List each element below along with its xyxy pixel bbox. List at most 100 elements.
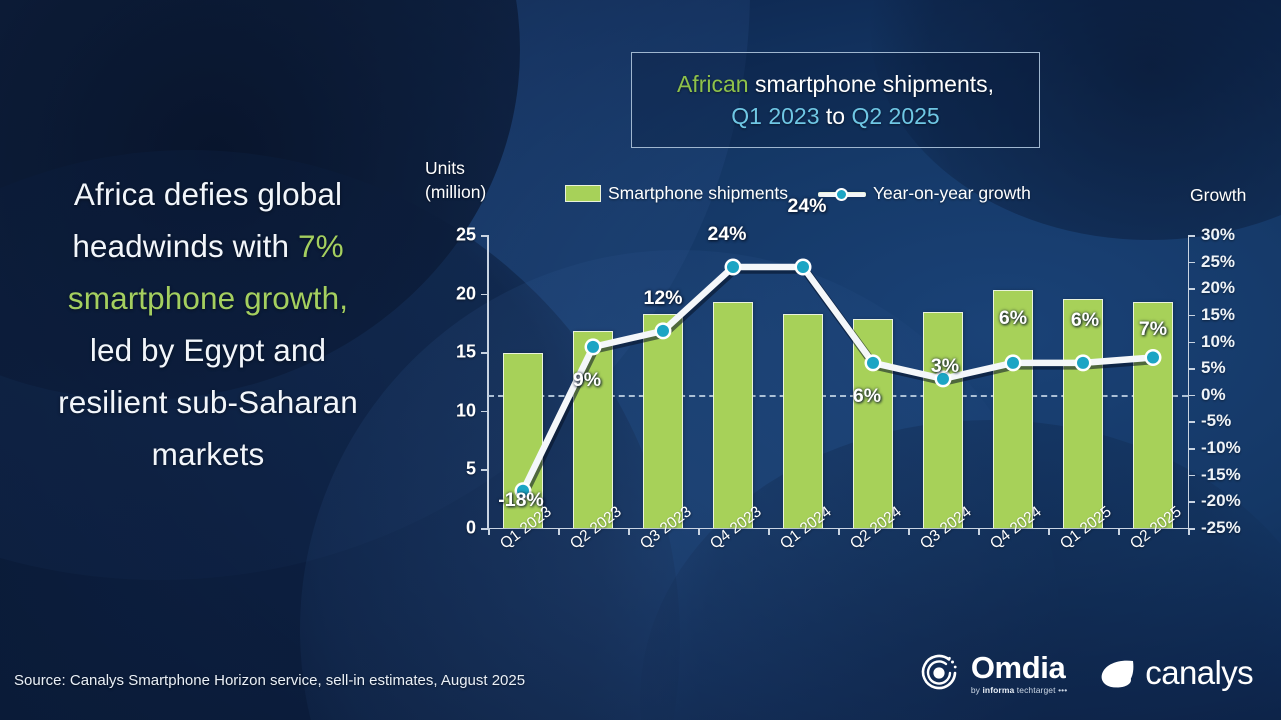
right-axis-tick-label: -5% [1201, 411, 1232, 431]
bar-swatch-icon [565, 185, 601, 202]
chart-title-region: African [676, 71, 749, 97]
line-marker-icon [817, 187, 866, 201]
growth-marker[interactable]: Q4 2023: 24% [727, 260, 739, 273]
right-axis-tick [1188, 448, 1195, 450]
growth-marker[interactable]: Q2 2024: 6% [867, 356, 879, 369]
logo-group: Omdia by informa techtarget ••• canalys [916, 650, 1254, 696]
bar[interactable] [643, 313, 683, 528]
growth-data-label: 9% [572, 368, 602, 391]
chart-title-period-start: Q1 2023 [731, 103, 820, 129]
headline-accent-phrase: smartphone growth, [67, 280, 349, 316]
omdia-tagline-brand: informa [982, 684, 1015, 695]
left-axis-tick-label: 25 [455, 224, 476, 245]
right-axis-line [1187, 235, 1189, 529]
growth-marker[interactable]: Q1 2025: 6% [1077, 356, 1089, 369]
bar[interactable] [853, 319, 893, 528]
omdia-swirl-icon [921, 654, 957, 690]
source-note: Source: Canalys Smartphone Horizon servi… [14, 672, 526, 689]
right-axis-title: Growth [1190, 185, 1247, 205]
bar[interactable] [1063, 299, 1103, 528]
growth-data-label: 7% [1138, 317, 1168, 340]
chart-title-line-1: African smartphone shipments, [677, 68, 994, 100]
canalys-name: canalys [1145, 654, 1253, 691]
right-axis-tick [1188, 314, 1195, 317]
headline-line-6-text: markets [151, 436, 265, 472]
growth-marker[interactable]: Q2 2023: 9% [587, 340, 599, 353]
plot-area: 0 5 10 15 20 25 -25% -20% -15% -10% -5% 0% 5% 10% 15%… [456, 195, 1241, 553]
legend-label-growth: Year-on-year growth [872, 183, 1031, 203]
headline-line-1: Africa defies global [8, 168, 408, 220]
headline-line-6: markets [8, 428, 408, 480]
x-axis-tick [698, 528, 700, 535]
growth-data-label: 6% [1070, 308, 1100, 331]
growth-data-label: 24% [787, 194, 827, 217]
right-axis-tick-label: -10% [1201, 438, 1241, 458]
right-axis-tick [1188, 421, 1195, 423]
right-axis-tick [1188, 288, 1195, 290]
zero-reference-line [488, 394, 1188, 397]
legend-label-shipments: Smartphone shipments [608, 183, 788, 203]
right-axis-tick [1188, 261, 1195, 264]
growth-marker[interactable]: Q3 2024: 3% [937, 372, 949, 385]
right-axis-tick-label: 5% [1201, 358, 1226, 378]
left-axis-title-line-2: (million) [425, 182, 487, 202]
chart-title-line-2: Q1 2023 to Q2 2025 [731, 100, 939, 132]
bar[interactable] [713, 301, 753, 528]
right-axis-tick [1188, 394, 1195, 397]
left-axis-tick [481, 410, 488, 413]
x-axis-tick [768, 528, 770, 535]
omdia-tagline-dots: ••• [1058, 684, 1068, 695]
growth-marker[interactable]: Q3 2023: 12% [657, 324, 669, 337]
headline-line-3: smartphone growth, [8, 272, 408, 324]
bar[interactable] [923, 312, 963, 528]
chart-title-box: African smartphone shipments, Q1 2023 to… [631, 52, 1040, 148]
left-axis-tick-label: 15 [455, 341, 476, 362]
left-axis-tick-label: 20 [455, 283, 476, 304]
bar[interactable] [1133, 301, 1173, 528]
headline-line-2-text: headwinds with [72, 228, 298, 264]
chart: Units (million) Growth Smartphone shipme… [415, 150, 1246, 610]
x-axis-tick [1188, 528, 1190, 535]
headline-line-5-text: resilient sub-Saharan [58, 384, 358, 420]
left-axis-tick-label: 10 [455, 400, 476, 421]
growth-marker[interactable]: Q1 2023: -18% [517, 484, 529, 497]
legend-item-shipments[interactable]: Smartphone shipments [565, 183, 788, 204]
growth-marker[interactable]: Q1 2024: 24% [797, 260, 809, 273]
right-axis-tick-label: 30% [1201, 225, 1236, 244]
left-axis-tick [481, 293, 488, 296]
right-axis-tick-label: 0% [1201, 384, 1226, 404]
right-axis-tick-label: -20% [1201, 491, 1241, 511]
right-axis-tick-label: -15% [1201, 464, 1241, 484]
canalys-crescent-icon [1101, 660, 1134, 688]
left-axis-tick-label: 5 [465, 458, 476, 479]
right-axis-tick-label: -25% [1201, 518, 1241, 537]
bar[interactable] [993, 290, 1033, 528]
left-axis-tick-label: 0 [465, 517, 476, 538]
x-axis-tick [1118, 528, 1120, 535]
legend-item-growth[interactable]: Year-on-year growth [817, 183, 1031, 204]
omdia-tagline: by informa techtarget ••• [970, 684, 1068, 695]
x-axis-tick [908, 528, 910, 535]
left-axis-tick [481, 469, 488, 471]
left-axis-tick [481, 528, 488, 530]
left-axis-line [487, 235, 489, 529]
x-axis-tick [838, 528, 840, 535]
x-axis-tick [1048, 528, 1050, 535]
growth-line-shadow [520, 265, 1155, 496]
bar[interactable] [783, 313, 823, 528]
right-axis-tick [1188, 501, 1195, 503]
headline-line-5: resilient sub-Saharan [8, 376, 408, 428]
x-axis-tick [978, 528, 980, 535]
growth-data-label: -18% [498, 488, 544, 511]
omdia-name: Omdia [970, 649, 1066, 685]
right-axis-tick [1188, 528, 1195, 530]
growth-line-path [519, 263, 1157, 494]
growth-marker[interactable]: Q4 2024: 6% [1007, 356, 1019, 369]
omdia-wordmark: Omdia by informa techtarget ••• [971, 652, 1067, 695]
growth-data-label: 24% [707, 222, 747, 245]
right-axis-tick-label: 15% [1201, 304, 1236, 324]
bar[interactable] [573, 331, 613, 528]
headline-line-4: led by Egypt and [8, 324, 408, 376]
right-axis-tick-label: 20% [1201, 278, 1236, 298]
growth-marker[interactable]: Q2 2025: 7% [1147, 351, 1159, 364]
